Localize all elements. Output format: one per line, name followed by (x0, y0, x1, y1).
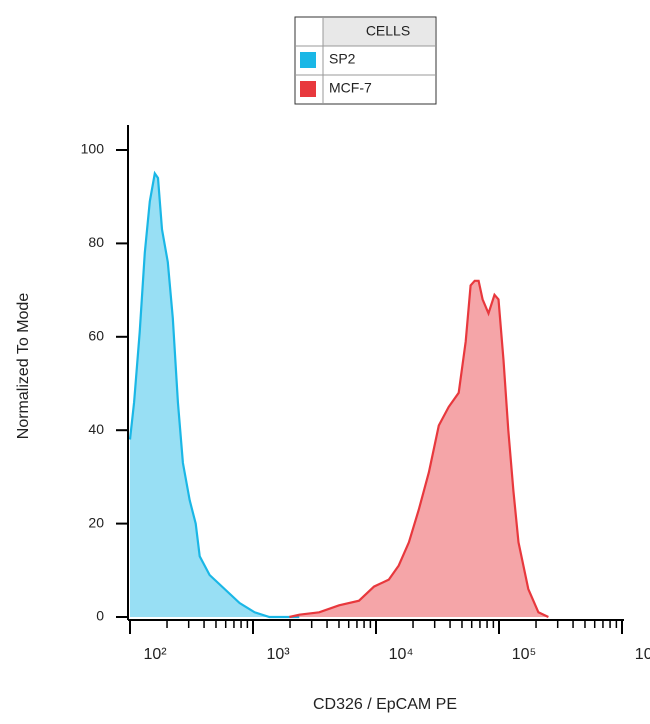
area (130, 173, 300, 617)
x-tick-label: 10⁴ (389, 646, 414, 663)
y-axis-label: Normalized To Mode (15, 293, 32, 440)
y-tick-label: 20 (88, 514, 104, 530)
x-axis-label: CD326 / EpCAM PE (313, 696, 457, 713)
y-tick-label: 60 (88, 328, 104, 344)
legend-swatch (300, 81, 316, 97)
y-tick-label: 40 (88, 421, 104, 437)
y-tick-label: 80 (88, 234, 104, 250)
legend-header (323, 18, 435, 46)
y-tick-label: 0 (96, 608, 104, 624)
legend-label: MCF-7 (329, 80, 372, 96)
x-tick-label: 10² (143, 646, 167, 663)
legend-label: SP2 (329, 51, 356, 67)
legend: CELLS (294, 16, 437, 105)
line (128, 170, 300, 619)
legend-title: CELLS (366, 23, 410, 39)
x-tick-label: 10⁵ (512, 646, 536, 663)
x-tick-label: 10³ (266, 646, 290, 663)
y-tick-label: 100 (81, 141, 105, 157)
legend-swatch (300, 52, 316, 68)
x-tick-label: 10⁶ (635, 646, 650, 663)
area (289, 280, 549, 617)
line (289, 279, 549, 619)
